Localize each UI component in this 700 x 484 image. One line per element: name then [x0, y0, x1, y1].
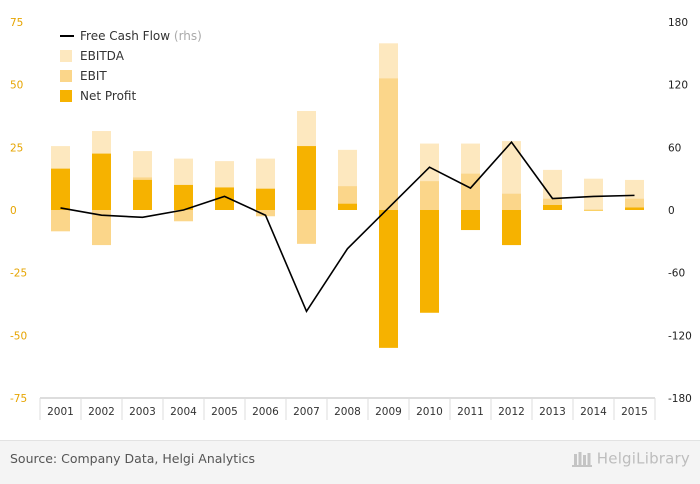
- y-left-tick-label: -50: [10, 330, 27, 342]
- bar-ebit: [543, 198, 562, 210]
- y-left-tick-label: 25: [10, 142, 23, 154]
- legend-swatch-net-profit: [60, 90, 72, 102]
- x-tick-label: 2003: [129, 406, 156, 418]
- legend-swatch-ebit: [60, 70, 72, 82]
- bar-ebit: [461, 173, 480, 210]
- x-tick-label: 2010: [416, 406, 443, 418]
- y-right-tick-label: 180: [668, 17, 688, 29]
- bar-ebit: [420, 181, 439, 210]
- x-tick-label: 2008: [334, 406, 361, 418]
- x-tick-label: 2015: [621, 406, 648, 418]
- x-tick-label: 2013: [539, 406, 566, 418]
- bar-ebit: [502, 193, 521, 210]
- legend-label-net-profit: Net Profit: [80, 89, 136, 103]
- line-free-cash-flow: [60, 140, 635, 313]
- y-right-tick-label: -60: [668, 268, 685, 280]
- bar-ebit: [256, 210, 275, 217]
- legend-note-rhs: (rhs): [174, 29, 202, 43]
- bar-ebit: [51, 210, 70, 232]
- y-right-tick-label: 60: [668, 142, 681, 154]
- bar-ebit: [625, 198, 644, 210]
- y-right-tick-label: -120: [668, 330, 692, 342]
- bar-net-profit: [297, 146, 316, 210]
- x-tick-label: 2007: [293, 406, 320, 418]
- legend-label-free-cash-flow: Free Cash Flow (rhs): [80, 29, 202, 43]
- y-left-tick-label: -75: [10, 393, 27, 405]
- y-right-tick-label: -180: [668, 393, 692, 405]
- bar-net-profit: [379, 210, 398, 348]
- y-left-tick-label: 50: [10, 80, 23, 92]
- bar-ebitda: [502, 141, 521, 210]
- bar-net-profit: [584, 210, 603, 211]
- bar-net-profit: [133, 179, 152, 210]
- brand-name: HelgiLibrary: [596, 449, 690, 468]
- bar-ebit: [297, 210, 316, 244]
- brand-logo: HelgiLibrary: [571, 449, 690, 468]
- chart-plot: 75 50 25 0 -25 -50 -75 180 120 60 0 -60 -120 -180 2001…: [10, 17, 692, 420]
- y-left-tick-label: -25: [10, 268, 27, 280]
- bar-ebit: [92, 210, 111, 246]
- x-tick-label: 2011: [457, 406, 484, 418]
- bar-net-profit: [543, 204, 562, 210]
- y-left-tick-label: 75: [10, 17, 23, 29]
- y-right-tick-label: 120: [668, 80, 688, 92]
- x-tick-label: 2001: [47, 406, 74, 418]
- bar-net-profit: [256, 188, 275, 210]
- x-tick-label: 2005: [211, 406, 238, 418]
- y-right-tick-label: 0: [668, 205, 675, 217]
- bar-net-profit: [174, 184, 193, 210]
- legend-label-ebit: EBIT: [80, 69, 107, 83]
- bar-ebit: [584, 209, 603, 211]
- bar-net-profit: [461, 210, 480, 231]
- x-tick-label: 2004: [170, 406, 197, 418]
- bar-net-profit: [51, 168, 70, 210]
- legend-swatch-ebitda: [60, 50, 72, 62]
- y-left-tick-label: 0: [10, 205, 17, 217]
- bar-net-profit: [420, 210, 439, 313]
- x-tick-label: 2009: [375, 406, 402, 418]
- x-tick-label: 2014: [580, 406, 607, 418]
- x-tick-label: 2002: [88, 406, 115, 418]
- bar-ebit: [174, 210, 193, 222]
- bar-net-profit: [215, 187, 234, 210]
- bar-net-profit: [92, 153, 111, 210]
- bar-net-profit: [338, 203, 357, 210]
- bar-net-profit: [625, 207, 644, 210]
- bar-ebitda: [584, 178, 603, 210]
- bar-net-profit: [502, 210, 521, 246]
- legend-label-ebitda: EBITDA: [80, 49, 125, 63]
- footer: Source: Company Data, Helgi Analytics He…: [0, 440, 700, 484]
- x-tick-label: 2012: [498, 406, 525, 418]
- source-note: Source: Company Data, Helgi Analytics: [10, 451, 256, 466]
- x-tick-label: 2006: [252, 406, 279, 418]
- bar-ebit: [379, 78, 398, 211]
- library-icon: [571, 451, 592, 467]
